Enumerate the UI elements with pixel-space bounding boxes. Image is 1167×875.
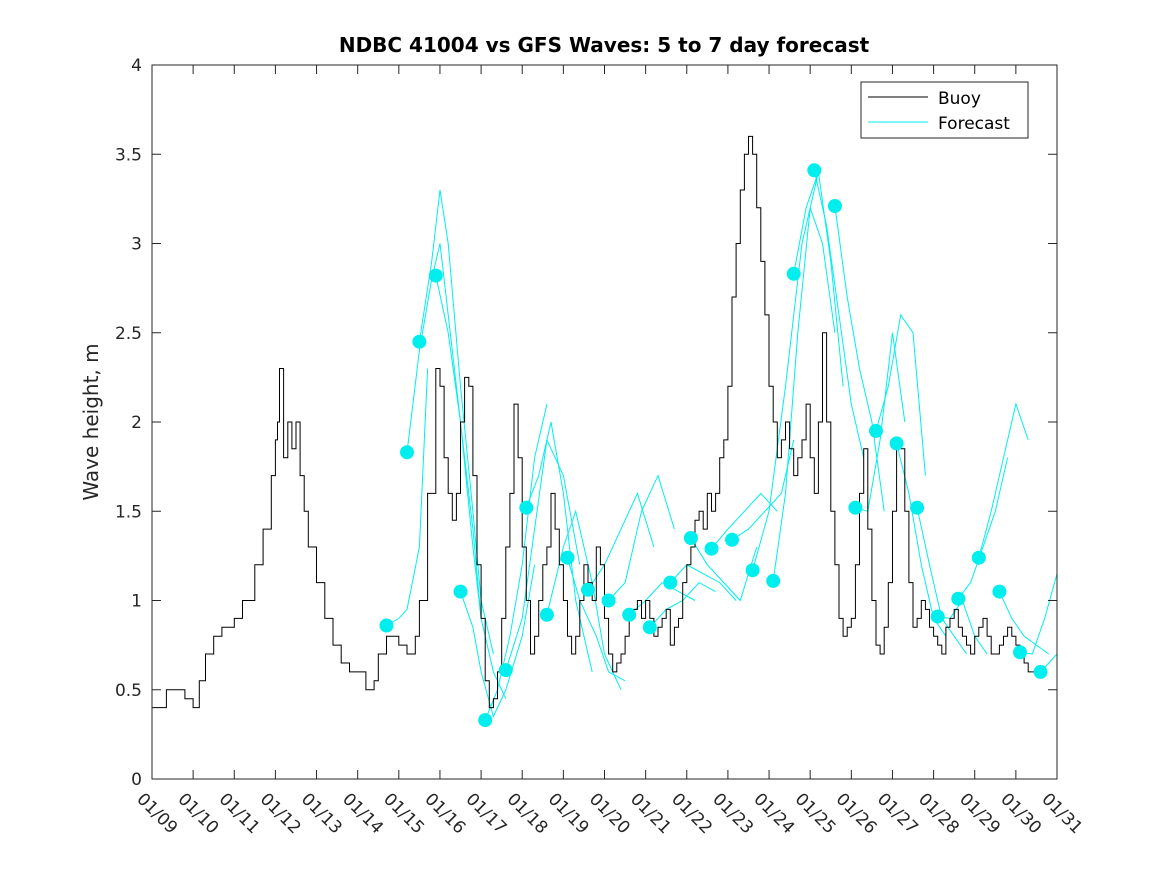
y-tick-label-1: 0.5	[115, 681, 142, 701]
forecast-line-22	[834, 205, 885, 512]
y-tick-label-6: 3	[131, 235, 142, 255]
forecast-point-15	[683, 531, 698, 545]
forecast-point-25	[889, 436, 904, 451]
forecast-point-12	[622, 607, 637, 622]
forecast-point-31	[1013, 645, 1027, 660]
y-tick-label-2: 1	[131, 592, 142, 612]
forecast-line-30	[998, 591, 1050, 655]
forecast-point-10	[581, 582, 595, 597]
forecast-line-10	[587, 492, 655, 591]
forecast-point-26	[910, 500, 925, 515]
forecast-point-19	[766, 573, 781, 588]
forecast-line-28	[957, 457, 1009, 600]
forecast-line-2	[418, 189, 494, 655]
forecast-line-7	[525, 421, 593, 673]
forecast-line-12	[628, 581, 696, 616]
y-tick-label-7: 3.5	[115, 145, 142, 165]
forecast-line-18	[752, 171, 819, 571]
forecast-line-3	[435, 275, 507, 699]
forecast-point-13	[642, 620, 657, 635]
buoy-line	[152, 135, 1037, 709]
legend-buoy-label: Buoy	[938, 89, 981, 109]
forecast-line-5	[484, 403, 548, 721]
series-layer	[152, 135, 1058, 728]
forecast-point-7	[519, 500, 534, 515]
forecast-point-28	[951, 591, 966, 606]
legend: Buoy Forecast	[860, 81, 1029, 139]
forecast-line-21	[813, 170, 865, 458]
y-tick-label-5: 2.5	[115, 324, 142, 344]
forecast-point-1	[400, 445, 414, 460]
y-tick-label-3: 1.5	[115, 502, 142, 522]
forecast-line-4	[460, 564, 536, 718]
forecast-line-9	[567, 557, 626, 682]
legend-forecast-label: Forecast	[938, 114, 1010, 134]
forecast-point-11	[601, 593, 616, 608]
forecast-point-3	[428, 268, 443, 283]
forecast-point-32	[1033, 664, 1048, 679]
forecast-point-4	[453, 584, 468, 599]
legend-box	[860, 81, 1029, 139]
forecast-line-24	[875, 313, 926, 476]
forecast-point-18	[745, 563, 760, 578]
y-axis-label: Wave height, m	[79, 343, 103, 500]
forecast-point-21	[807, 163, 822, 178]
y-tick-label-8: 4	[131, 56, 142, 76]
forecast-line-15	[690, 537, 758, 602]
forecast-point-22	[827, 199, 842, 213]
forecast-point-23	[848, 500, 863, 515]
forecast-line-6	[505, 438, 581, 671]
forecast-point-5	[478, 713, 493, 728]
forecast-line-0	[386, 368, 429, 626]
forecast-point-16	[704, 541, 719, 556]
forecast-line-16	[711, 492, 778, 550]
forecast-line-19	[772, 207, 836, 581]
forecast-line-11	[608, 474, 675, 601]
forecast-point-30	[992, 584, 1007, 599]
forecast-point-0	[379, 618, 394, 633]
forecast-point-8	[539, 607, 554, 622]
forecast-point-27	[930, 609, 945, 624]
forecast-line-29	[978, 402, 1029, 558]
forecast-point-14	[663, 575, 678, 590]
forecast-point-9	[560, 550, 575, 565]
forecast-point-24	[869, 423, 883, 438]
forecast-point-17	[725, 532, 739, 547]
y-tick-label-4: 2	[131, 413, 142, 433]
forecast-point-6	[498, 663, 513, 678]
forecast-point-29	[971, 550, 986, 565]
forecast-point-2	[412, 334, 427, 349]
forecast-point-20	[786, 266, 801, 281]
y-tick-label-0: 0	[131, 770, 142, 790]
forecast-line-17	[731, 439, 795, 541]
forecast-line-23	[855, 332, 906, 512]
forecast-line-14	[669, 564, 737, 601]
chart-title: NDBC 41004 vs GFS Waves: 5 to 7 day fore…	[339, 33, 870, 57]
